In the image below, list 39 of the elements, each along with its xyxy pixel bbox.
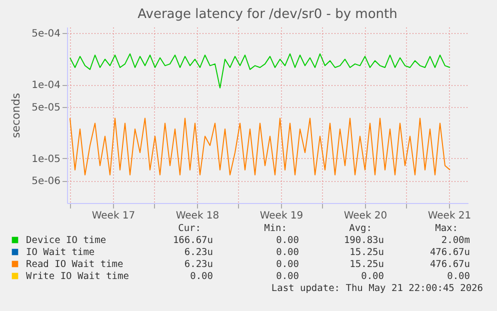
text: 2.00m	[441, 235, 470, 246]
text: Min:	[264, 223, 287, 234]
legend-label: IO Wait time	[26, 247, 95, 258]
text: 15.25u	[350, 259, 384, 270]
x-tick-label: Week 20	[344, 210, 388, 222]
x-tick-label: Week 21	[428, 210, 472, 222]
text: Cur:	[178, 223, 201, 234]
chart-title: Average latency for /dev/sr0 - by month	[138, 7, 398, 22]
text: 0.00	[276, 271, 300, 282]
x-tick-label: Week 18	[176, 210, 220, 222]
text: 15.25u	[350, 247, 384, 258]
text: 0.00	[361, 271, 384, 282]
legend-label: Device IO time	[26, 235, 106, 246]
text: 6.23u	[184, 259, 213, 270]
y-tick-label: 5e-05	[32, 102, 60, 114]
legend-label: Read IO Wait time	[26, 259, 124, 270]
y-tick-label: 5e-04	[32, 28, 60, 40]
text: 0.00	[276, 247, 300, 258]
line-series	[70, 53, 450, 88]
text: 6.23u	[184, 247, 213, 258]
line-series	[70, 118, 450, 176]
text: Avg:	[349, 223, 372, 234]
y-axis-title: seconds	[10, 92, 23, 138]
text: 0.00	[276, 235, 300, 246]
y-tick-label: 1e-05	[32, 154, 60, 165]
text: 0.00	[190, 271, 214, 282]
legend-label: Write IO Wait time	[26, 271, 130, 282]
text: 0.00	[276, 259, 300, 270]
x-tick-label: Week 17	[92, 210, 136, 222]
text: Last update: Thu May 21 22:00:45 2026	[271, 283, 484, 294]
x-tick-label: Week 19	[260, 210, 304, 222]
text: Max:	[435, 223, 458, 234]
text: 166.67u	[172, 235, 213, 246]
y-tick-label: 5e-06	[32, 176, 60, 188]
text: 476.67u	[430, 247, 470, 258]
text: 0.00	[447, 271, 470, 282]
text: 190.83u	[344, 235, 384, 246]
text: 476.67u	[430, 259, 470, 270]
y-tick-label: 1e-04	[32, 80, 60, 92]
